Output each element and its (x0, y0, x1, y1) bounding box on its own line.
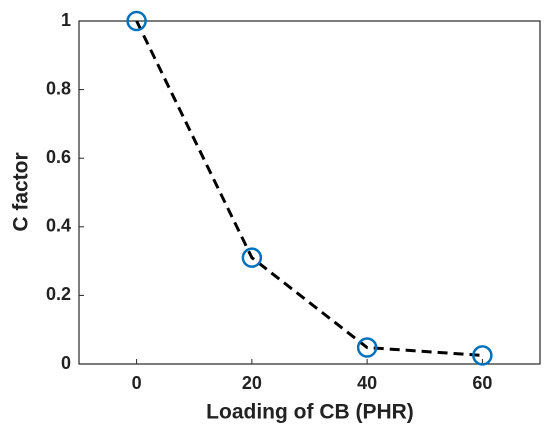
plot-frame (78, 20, 541, 365)
data-point (126, 10, 147, 32)
y-tick-label: 0.4 (46, 216, 71, 236)
series-line (135, 20, 483, 357)
x-tick-label: 0 (132, 373, 142, 393)
x-tick-label: 20 (242, 373, 262, 393)
y-tick-label: 0.2 (46, 284, 71, 304)
y-tick-label: 1 (61, 10, 71, 30)
y-axis-label: C factor (10, 152, 33, 231)
x-tick-label: 40 (357, 373, 377, 393)
y-tick-label: 0.8 (46, 78, 71, 98)
x-axis-label: Loading of CB (PHR) (206, 401, 414, 424)
data-point (472, 345, 493, 366)
x-tick-label: 60 (472, 373, 492, 393)
data-point (356, 337, 378, 358)
data-point (241, 247, 263, 268)
y-tick-label: 0 (61, 353, 71, 373)
y-tick-label: 0.6 (46, 147, 71, 167)
